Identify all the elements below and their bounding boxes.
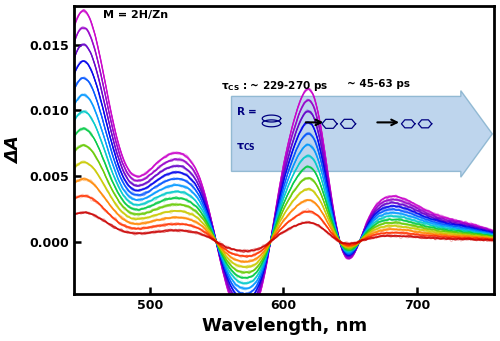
Text: ~ 45-63 ps: ~ 45-63 ps [347, 79, 410, 89]
X-axis label: Wavelength, nm: Wavelength, nm [202, 317, 366, 336]
Text: M = 2H/Zn: M = 2H/Zn [103, 10, 168, 20]
Text: $\mathbf{\tau_{CS}}$ : ~ 229-270 ps: $\mathbf{\tau_{CS}}$ : ~ 229-270 ps [221, 79, 328, 93]
Text: $\mathbf{\tau_{CS}}$: $\mathbf{\tau_{CS}}$ [236, 141, 256, 153]
Text: $\mathbf{R}$ =: $\mathbf{R}$ = [236, 105, 257, 117]
FancyArrow shape [232, 91, 492, 177]
Y-axis label: ΔA: ΔA [6, 136, 24, 164]
